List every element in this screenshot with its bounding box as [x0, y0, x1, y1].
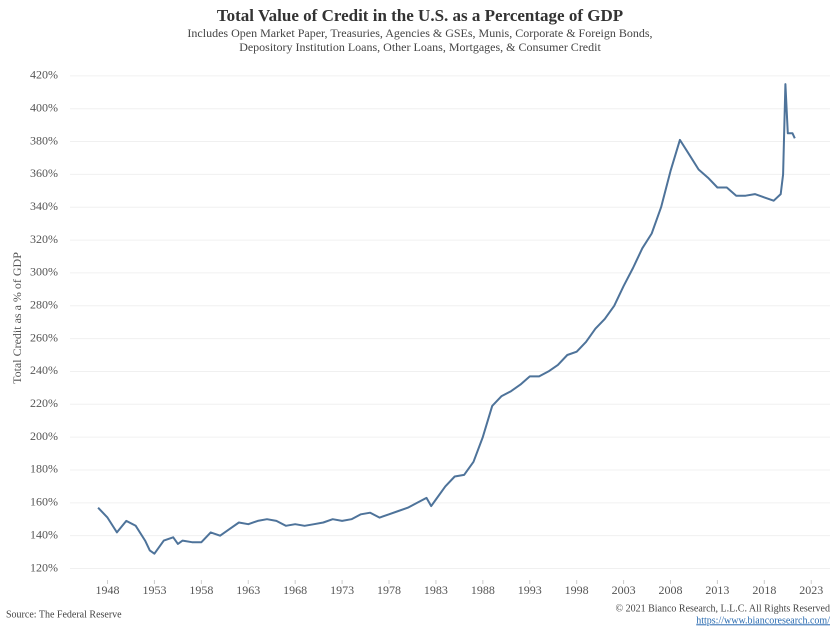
x-tick-label: 1948: [96, 583, 120, 597]
x-tick-label: 1968: [283, 583, 307, 597]
y-tick-label: 400%: [30, 100, 58, 114]
x-tick-label: 1993: [518, 583, 542, 597]
y-tick-label: 340%: [30, 199, 58, 213]
chart-title: Total Value of Credit in the U.S. as a P…: [217, 6, 623, 25]
y-tick-label: 360%: [30, 166, 58, 180]
y-tick-label: 200%: [30, 429, 58, 443]
y-tick-label: 180%: [30, 462, 58, 476]
x-tick-label: 1998: [565, 583, 589, 597]
data-line: [97, 83, 796, 555]
copyright: © 2021 Bianco Research, L.L.C. All Right…: [615, 603, 830, 614]
y-tick-label: 160%: [30, 495, 58, 509]
source: Source: The Federal Reserve: [6, 609, 122, 620]
x-tick-label: 1978: [377, 583, 401, 597]
y-tick-label: 420%: [30, 68, 58, 82]
x-tick-label: 2003: [612, 583, 636, 597]
x-tick-label: 1973: [330, 583, 354, 597]
y-tick-label: 220%: [30, 396, 58, 410]
x-tick-label: 1963: [236, 583, 260, 597]
y-tick-label: 300%: [30, 265, 58, 279]
chart-subtitle: Depository Institution Loans, Other Loan…: [239, 40, 601, 54]
y-tick-label: 280%: [30, 298, 58, 312]
y-tick-label: 240%: [30, 363, 58, 377]
x-tick-label: 1953: [142, 583, 166, 597]
x-tick-label: 2023: [799, 583, 823, 597]
x-tick-label: 2013: [705, 583, 729, 597]
x-tick-label: 1958: [189, 583, 213, 597]
x-tick-label: 2018: [752, 583, 776, 597]
y-tick-label: 140%: [30, 527, 58, 541]
x-tick-label: 1983: [424, 583, 448, 597]
website-link[interactable]: https://www.biancoresearch.com/: [696, 615, 830, 626]
x-tick-label: 1988: [471, 583, 495, 597]
chart-subtitle: Includes Open Market Paper, Treasuries, …: [187, 26, 652, 40]
y-tick-label: 260%: [30, 330, 58, 344]
y-tick-label: 380%: [30, 133, 58, 147]
y-tick-label: 320%: [30, 232, 58, 246]
y-tick-label: 120%: [30, 560, 58, 574]
x-tick-label: 2008: [658, 583, 682, 597]
y-axis-label: Total Credit as a % of GDP: [10, 252, 24, 384]
